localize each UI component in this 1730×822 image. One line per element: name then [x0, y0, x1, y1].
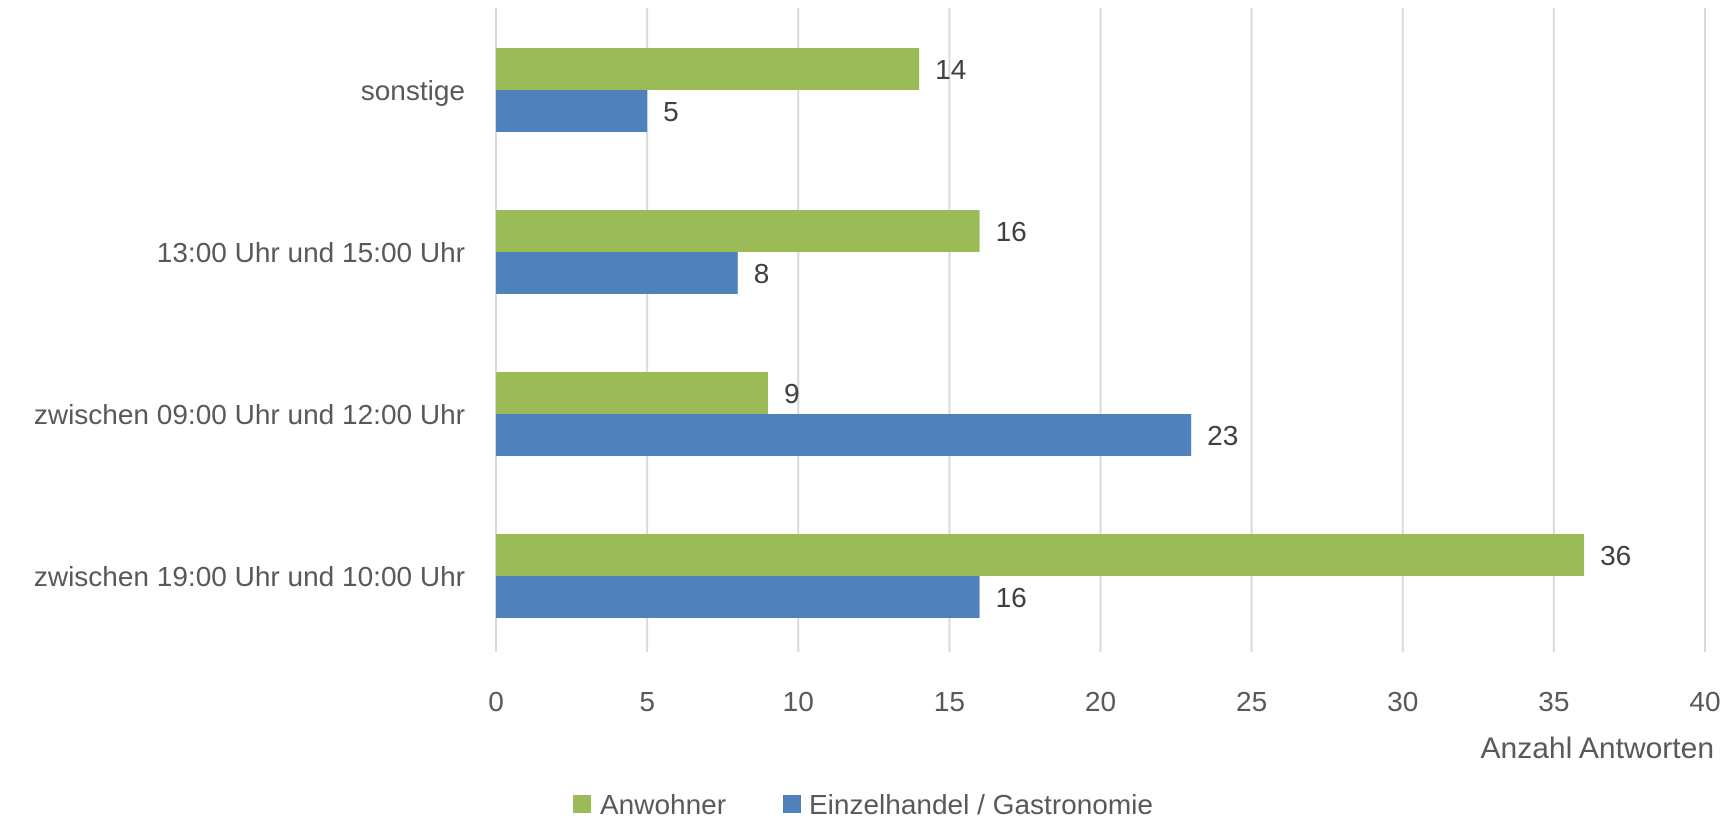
data-label: 16: [996, 582, 1027, 613]
bar-einzelhandel: [496, 576, 980, 618]
x-axis-title: Anzahl Antworten: [1481, 732, 1714, 765]
legend-swatch: [783, 795, 801, 813]
x-tick-label: 25: [1236, 686, 1267, 717]
bar-einzelhandel: [496, 252, 738, 294]
legend: Anwohner Einzelhandel / Gastronomie: [573, 789, 1153, 820]
bar-anwohner: [496, 48, 920, 90]
category-label: sonstige: [361, 75, 465, 106]
data-labels: 14 16 9 36 5 8 23 16: [663, 54, 1631, 613]
category-labels: sonstige 13:00 Uhr und 15:00 Uhr zwischen …: [34, 75, 465, 592]
x-tick-label: 35: [1538, 686, 1569, 717]
bar-anwohner: [496, 372, 769, 414]
category-label: 13:00 Uhr und 15:00 Uhr: [157, 237, 465, 268]
x-tick-label: 0: [488, 686, 504, 717]
bar-anwohner: [496, 210, 980, 252]
legend-label: Einzelhandel / Gastronomie: [809, 789, 1153, 820]
data-label: 23: [1207, 420, 1238, 451]
bar-anwohner: [496, 534, 1585, 576]
x-tick-label: 40: [1689, 686, 1720, 717]
x-tick-label: 10: [783, 686, 814, 717]
bar-einzelhandel: [496, 90, 648, 132]
bars: [496, 48, 1585, 618]
x-tick-label: 20: [1085, 686, 1116, 717]
legend-swatch: [573, 795, 591, 813]
data-label: 9: [784, 378, 800, 409]
data-label: 36: [1600, 540, 1631, 571]
data-label: 5: [663, 96, 679, 127]
data-label: 16: [996, 216, 1027, 247]
x-tick-label: 5: [639, 686, 655, 717]
legend-label: Anwohner: [600, 789, 726, 820]
x-axis-ticks: 0 5 10 15 20 25 30 35 40: [488, 686, 1720, 717]
category-label: zwischen 09:00 Uhr und 12:00 Uhr: [34, 399, 465, 430]
x-tick-label: 15: [934, 686, 965, 717]
data-label: 14: [935, 54, 966, 85]
bar-einzelhandel: [496, 414, 1192, 456]
data-label: 8: [754, 258, 770, 289]
x-tick-label: 30: [1387, 686, 1418, 717]
category-label: zwischen 19:00 Uhr und 10:00 Uhr: [34, 561, 465, 592]
